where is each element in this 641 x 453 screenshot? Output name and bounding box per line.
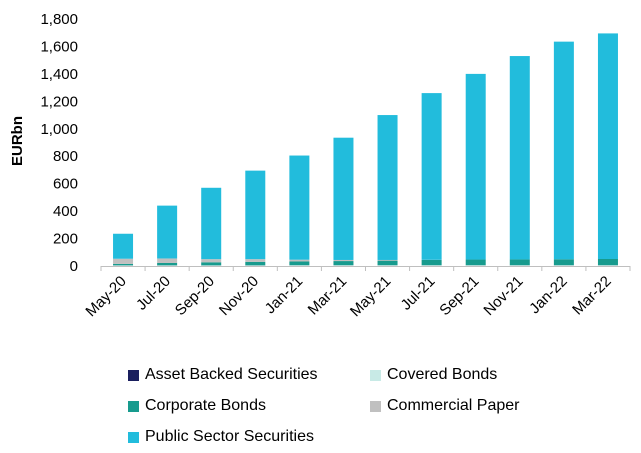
bar-segment bbox=[465, 73, 486, 260]
bar-segment bbox=[201, 262, 222, 266]
y-tick-label: 1,200 bbox=[40, 93, 78, 110]
legend-item: Corporate Bonds bbox=[128, 397, 266, 415]
x-tick-label: Sep-21 bbox=[436, 273, 482, 319]
legend-item: Asset Backed Securities bbox=[128, 366, 318, 384]
legend-swatch bbox=[128, 369, 139, 381]
legend-item: Covered Bonds bbox=[370, 366, 497, 384]
y-tick-label: 1,600 bbox=[40, 38, 78, 55]
bar-segment bbox=[597, 265, 618, 266]
bar-segment bbox=[333, 261, 354, 266]
legend-label: Corporate Bonds bbox=[145, 397, 266, 414]
legend-label: Commercial Paper bbox=[387, 397, 520, 414]
bar-segment bbox=[377, 260, 398, 266]
x-tick-label: Nov-21 bbox=[480, 273, 526, 319]
bar-segment bbox=[113, 233, 134, 259]
bar-segment bbox=[553, 259, 574, 266]
bar-segment bbox=[377, 115, 398, 260]
y-tick-label: 1,000 bbox=[40, 121, 78, 138]
bar-segment bbox=[421, 265, 442, 266]
bar-segment bbox=[289, 259, 310, 262]
bar-stack bbox=[509, 56, 530, 266]
bar-stack bbox=[245, 170, 266, 266]
bar-segment bbox=[245, 259, 266, 262]
bar-segment bbox=[201, 259, 222, 263]
bar-segment bbox=[421, 259, 442, 266]
bar-segment bbox=[113, 258, 134, 264]
bar-segment bbox=[245, 261, 266, 266]
bar-segment bbox=[377, 259, 398, 261]
bar-segment bbox=[333, 259, 354, 262]
bar-segment bbox=[157, 265, 178, 266]
bar-segment bbox=[113, 263, 134, 266]
legend-item: Public Sector Securities bbox=[128, 428, 314, 446]
bar-stack bbox=[377, 115, 398, 266]
x-tick-label: Mar-21 bbox=[305, 273, 351, 319]
y-tick-label: 400 bbox=[53, 203, 78, 220]
bar-stack bbox=[201, 187, 222, 266]
legend-label: Covered Bonds bbox=[387, 366, 498, 383]
bar-segment bbox=[245, 265, 266, 266]
bar-segment bbox=[201, 187, 222, 260]
x-tick-label: Sep-20 bbox=[172, 273, 218, 319]
bar-stack bbox=[157, 205, 178, 266]
x-tick-label: Jan-21 bbox=[262, 273, 306, 317]
legend-swatch bbox=[128, 400, 139, 412]
bar-segment bbox=[289, 261, 310, 266]
bar-segment bbox=[465, 259, 486, 266]
bar-segment bbox=[509, 265, 530, 266]
bar-segment bbox=[465, 265, 486, 266]
bar-segment bbox=[597, 33, 618, 260]
bar-stack bbox=[421, 93, 442, 266]
legend-label: Asset Backed Securities bbox=[145, 366, 318, 383]
bar-segment bbox=[113, 265, 134, 266]
legend-label: Public Sector Securities bbox=[145, 428, 314, 445]
bar-segment bbox=[333, 137, 354, 260]
bar-segment bbox=[289, 265, 310, 266]
legend-swatch bbox=[128, 431, 139, 443]
bar-segment bbox=[289, 155, 310, 260]
x-tick-label: Jul-21 bbox=[398, 273, 439, 314]
y-tick-label: 0 bbox=[70, 258, 78, 275]
x-tick-label: Jul-20 bbox=[133, 273, 174, 314]
y-axis-title: EURbn bbox=[9, 116, 26, 166]
bar-segment bbox=[509, 259, 530, 266]
bar-stack bbox=[289, 155, 310, 266]
bar-segment bbox=[597, 259, 618, 266]
bar-segment bbox=[245, 170, 266, 260]
bar-segment bbox=[157, 262, 178, 266]
bar-segment bbox=[509, 56, 530, 260]
bar-stack bbox=[113, 233, 134, 266]
y-tick-label: 1,800 bbox=[40, 11, 78, 28]
bar-segment bbox=[157, 258, 178, 263]
legend-item: Commercial Paper bbox=[370, 397, 519, 415]
bar-segment bbox=[553, 41, 574, 260]
bar-chart: EURbn 0 200 400 600 800 1,000 1,200 1,400 1,600 1… bbox=[9, 11, 631, 320]
bar-segment bbox=[377, 265, 398, 266]
legend-swatch bbox=[370, 369, 381, 381]
bar-stack bbox=[597, 33, 618, 266]
x-tick-label: Jan-22 bbox=[526, 273, 570, 317]
y-tick-label: 800 bbox=[53, 148, 78, 165]
bars bbox=[113, 33, 618, 266]
bar-stack bbox=[553, 41, 574, 266]
y-axis-ticks: 0 200 400 600 800 1,000 1,200 1,400 1,600 1,800 bbox=[40, 11, 78, 275]
y-tick-label: 200 bbox=[53, 231, 78, 248]
x-tick-label: Nov-20 bbox=[216, 273, 262, 319]
bar-segment bbox=[421, 93, 442, 260]
bar-segment bbox=[201, 265, 222, 266]
x-tick-label: Mar-22 bbox=[569, 273, 615, 319]
bar-stack bbox=[333, 137, 354, 266]
y-tick-label: 600 bbox=[53, 176, 78, 193]
bar-segment bbox=[333, 265, 354, 266]
bar-segment bbox=[157, 205, 178, 259]
legend: Asset Backed Securities Covered Bonds Corp… bbox=[128, 366, 548, 450]
legend-swatch bbox=[370, 400, 381, 412]
y-tick-label: 1,400 bbox=[40, 66, 78, 83]
x-tick-label: May-20 bbox=[82, 273, 129, 320]
bar-segment bbox=[553, 265, 574, 266]
x-tick-label: May-21 bbox=[347, 273, 394, 320]
bar-stack bbox=[465, 73, 486, 266]
